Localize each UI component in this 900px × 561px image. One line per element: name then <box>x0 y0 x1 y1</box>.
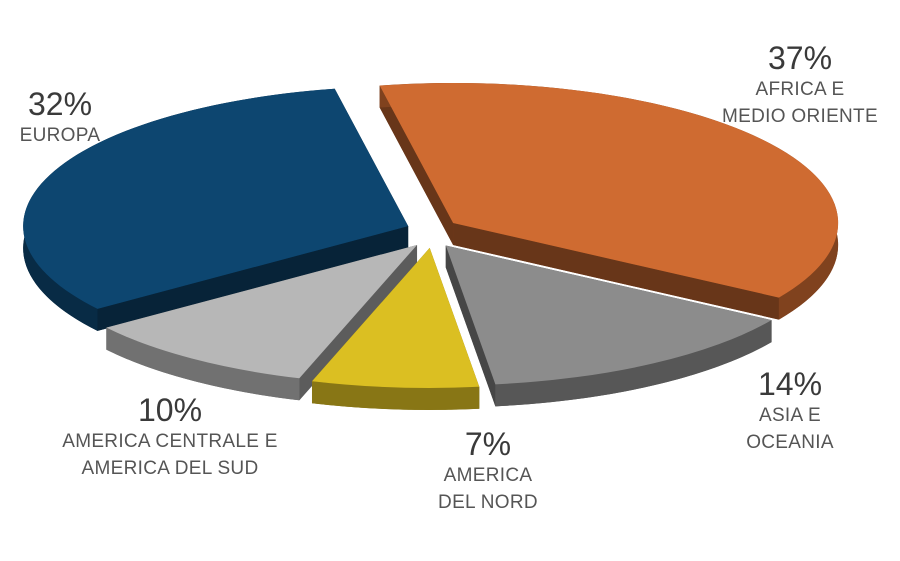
slice-side <box>445 245 496 407</box>
slice-group <box>445 245 772 407</box>
slice <box>106 244 418 379</box>
slice-label: 10% AMERICA CENTRALE E AMERICA DEL SUD <box>20 392 320 482</box>
slice-group <box>311 247 480 410</box>
value-label: 37% <box>767 40 833 76</box>
category-label: AFRICA E MEDIO ORIENTE <box>722 79 878 127</box>
category-label: AMERICA CENTRALE E AMERICA DEL SUD <box>62 431 278 479</box>
slice <box>445 245 772 385</box>
slice-wall <box>106 327 300 401</box>
slice-side <box>453 222 779 320</box>
slice-label: 14% ASIA E OCEANIA <box>640 366 900 456</box>
slice-label: 37% AFRICA E MEDIO ORIENTE <box>650 40 900 130</box>
value-label: 14% <box>757 366 823 402</box>
slice-group <box>379 82 839 320</box>
slice-label: 7% AMERICA DEL NORD <box>338 426 638 516</box>
category-label: ASIA E OCEANIA <box>746 405 834 453</box>
slice-wall <box>311 381 480 410</box>
category-label: AMERICA DEL NORD <box>438 465 538 513</box>
slice-side <box>379 85 454 245</box>
value-label: 32% <box>27 86 93 122</box>
slice-side <box>299 244 418 401</box>
slice <box>379 82 839 298</box>
slice-label: 32% EUROPA <box>0 86 210 149</box>
category-label: EUROPA <box>19 125 101 146</box>
slice-wall <box>495 320 772 407</box>
slice <box>311 247 480 388</box>
value-label: 7% <box>464 426 512 462</box>
slice-group <box>23 88 409 331</box>
slice <box>23 88 409 309</box>
slice-side <box>97 226 409 331</box>
slice-group <box>106 244 418 401</box>
value-label: 10% <box>137 392 203 428</box>
